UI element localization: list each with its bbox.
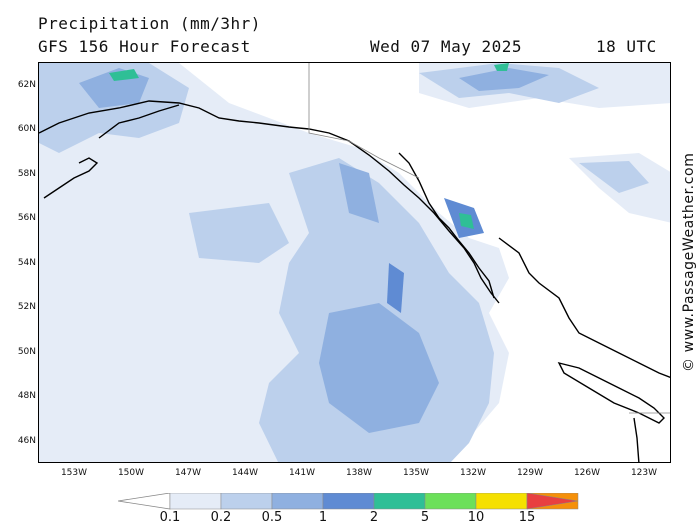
map-title: Precipitation (mm/3hr) xyxy=(38,14,261,33)
legend-swatch-5 xyxy=(424,493,477,510)
lon-label-126w: 126W xyxy=(573,468,601,478)
precip-area-0-5-mid xyxy=(339,163,379,223)
precip-area-1 xyxy=(387,263,404,313)
lat-label-54n: 54N xyxy=(17,258,36,268)
alaska-canada-border xyxy=(308,63,420,179)
legend-right-arrow xyxy=(526,493,579,510)
lon-label-129w: 129W xyxy=(516,468,544,478)
valid-date: Wed 07 May 2025 xyxy=(370,37,522,56)
lon-label-132w: 132W xyxy=(459,468,487,478)
lon-label-123w: 123W xyxy=(630,468,658,478)
lat-label-50n: 50N xyxy=(17,347,36,357)
lat-label-46n: 46N xyxy=(17,436,36,446)
forecast-label: GFS 156 Hour Forecast xyxy=(38,37,251,56)
lat-label-62n: 62N xyxy=(17,80,36,90)
legend-label-0-5: 0.5 xyxy=(261,510,283,525)
lon-label-138w: 138W xyxy=(345,468,373,478)
precip-color-legend xyxy=(118,493,579,510)
precip-area-0-2-east xyxy=(579,161,649,193)
lat-label-60n: 60N xyxy=(17,124,36,134)
legend-swatch-1 xyxy=(322,493,375,510)
precipitation-map[interactable] xyxy=(38,62,671,463)
cook-inlet xyxy=(98,104,180,139)
lon-label-153w: 153W xyxy=(60,468,88,478)
legend-swatch-10 xyxy=(475,493,528,510)
coastlines xyxy=(39,100,670,462)
precipitation-field xyxy=(39,63,670,462)
vancouver-island xyxy=(557,361,665,424)
precip-area-2-ne xyxy=(494,63,509,71)
bc-coast xyxy=(498,237,670,378)
lat-label-52n: 52N xyxy=(17,302,36,312)
lat-label-56n: 56N xyxy=(17,213,36,223)
legend-label-2: 2 xyxy=(369,510,379,525)
legend-swatch-0-2 xyxy=(220,493,273,510)
lat-label-58n: 58N xyxy=(17,169,36,179)
legend-label-10: 10 xyxy=(467,510,485,525)
lon-label-144w: 144W xyxy=(231,468,259,478)
watermark-text: © www.PassageWeather.com xyxy=(681,152,697,372)
washington-coast xyxy=(633,417,640,462)
map-canvas xyxy=(39,63,670,462)
precip-area-0-2 xyxy=(39,63,189,153)
precip-area-2-north xyxy=(109,69,139,81)
legend-swatch-2 xyxy=(373,493,426,510)
legend-swatch-0-5 xyxy=(271,493,324,510)
precip-area-0-5-south xyxy=(319,303,439,433)
legend-left-arrow xyxy=(118,493,171,510)
lon-label-150w: 150W xyxy=(117,468,145,478)
se-alaska-islands xyxy=(398,152,495,299)
lon-label-141w: 141W xyxy=(288,468,316,478)
lat-label-48n: 48N xyxy=(17,391,36,401)
legend-swatch-0-1 xyxy=(169,493,222,510)
borders xyxy=(308,63,670,414)
legend-label-5: 5 xyxy=(420,510,430,525)
precip-area-2 xyxy=(459,213,474,229)
legend-label-1: 1 xyxy=(318,510,328,525)
kenai-peninsula xyxy=(43,157,99,199)
valid-time: 18 UTC xyxy=(596,37,657,56)
precip-area-0-5-north xyxy=(459,68,549,91)
legend-label-0-2: 0.2 xyxy=(210,510,232,525)
legend-label-0-1: 0.1 xyxy=(159,510,181,525)
legend-label-15: 15 xyxy=(518,510,536,525)
lon-label-147w: 147W xyxy=(174,468,202,478)
lon-label-135w: 135W xyxy=(402,468,430,478)
precip-area-0-2-west xyxy=(189,203,289,263)
